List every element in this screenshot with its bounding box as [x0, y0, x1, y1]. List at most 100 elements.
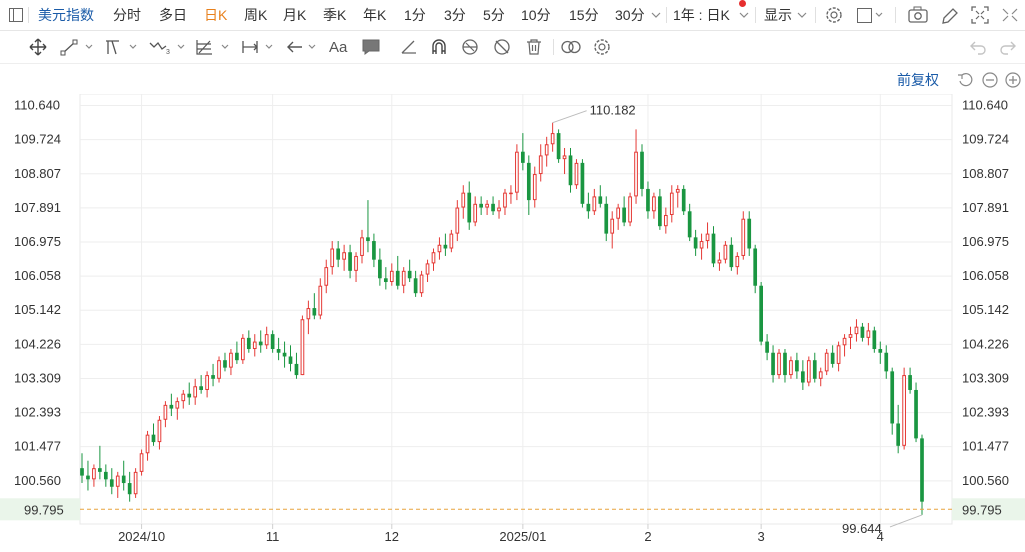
- axis-labels: 110.640 110.640 109.724 109.724 108.807 108.8…: [0, 98, 1025, 544]
- measure-icon[interactable]: [240, 31, 280, 63]
- x-tick-label: 11: [266, 529, 280, 544]
- move-icon[interactable]: [28, 31, 48, 63]
- line-icon[interactable]: [60, 31, 96, 63]
- candle-body: [586, 203, 591, 212]
- period-tab[interactable]: 3分: [444, 7, 466, 23]
- sidebar-icon[interactable]: [8, 0, 24, 30]
- period-tab[interactable]: 15分: [569, 7, 599, 23]
- zoom-out-icon[interactable]: [981, 71, 999, 94]
- candle-body: [336, 248, 341, 260]
- candle-body: [229, 352, 233, 368]
- redo-icon[interactable]: [998, 31, 1018, 63]
- candle-body: [729, 244, 734, 268]
- y-tick-label: 103.309: [14, 370, 61, 385]
- x-tick-label: 2025/01: [499, 529, 546, 544]
- candle-body: [795, 360, 799, 372]
- candlestick-chart[interactable]: 110.640 110.640 109.724 109.724 108.807 108.8…: [0, 94, 1025, 552]
- wave-icon[interactable]: 3: [148, 31, 188, 63]
- period-tab[interactable]: 月K: [283, 7, 307, 23]
- pencil-icon[interactable]: [939, 0, 959, 30]
- display-menu[interactable]: 显示: [764, 7, 792, 23]
- magnet-icon[interactable]: [429, 31, 449, 63]
- period-tab[interactable]: 30分: [615, 7, 645, 23]
- period-tab[interactable]: 10分: [521, 7, 551, 23]
- comment-icon[interactable]: [361, 31, 381, 63]
- candle-body: [747, 218, 752, 249]
- candle-body: [914, 389, 918, 439]
- period-tab-active[interactable]: 日K: [204, 7, 228, 23]
- candle-body: [550, 133, 555, 145]
- candle-body: [121, 475, 126, 484]
- candle-body: [610, 218, 615, 234]
- period-tab[interactable]: 分时: [113, 7, 141, 23]
- y-tick-label: 105.142: [962, 302, 1009, 317]
- candle-body: [818, 371, 823, 379]
- gear-icon[interactable]: [592, 31, 612, 63]
- plot-frame: [79, 94, 953, 525]
- y-tick-label: 104.226: [14, 336, 61, 351]
- y-tick-label: 106.058: [962, 268, 1009, 283]
- x-tick-label: 4: [877, 529, 884, 544]
- candle-body: [878, 349, 883, 353]
- candle-body: [264, 334, 269, 346]
- candle-body: [628, 196, 632, 223]
- candle-body: [848, 334, 853, 338]
- trash-icon[interactable]: [524, 31, 544, 63]
- polyline-icon[interactable]: [104, 31, 140, 63]
- candle-body: [342, 252, 346, 260]
- period-tab[interactable]: 5分: [483, 7, 505, 23]
- period-tab[interactable]: 1分: [404, 7, 426, 23]
- undo-icon[interactable]: [968, 31, 988, 63]
- symbol-name[interactable]: 美元指数: [38, 7, 94, 23]
- hide-icon[interactable]: [492, 31, 512, 63]
- high-price-label: 110.182: [590, 103, 636, 118]
- candle-body: [235, 352, 239, 361]
- y-tick-label: 105.142: [14, 302, 61, 317]
- adjust-mode-label[interactable]: 前复权: [897, 72, 939, 88]
- period-tab[interactable]: 多日: [159, 7, 187, 23]
- chevron-down-icon[interactable]: [797, 0, 807, 30]
- zoom-in-icon[interactable]: [1004, 71, 1022, 94]
- range-select[interactable]: 1年 : 日K: [673, 7, 730, 23]
- reset-icon[interactable]: [957, 71, 975, 94]
- notification-dot: [739, 0, 746, 7]
- arrow-icon[interactable]: [285, 31, 321, 63]
- candle-body: [675, 188, 680, 193]
- period-tab[interactable]: 周K: [244, 7, 268, 23]
- candle-body: [467, 192, 472, 223]
- link-icon[interactable]: [560, 31, 582, 63]
- chevron-down-icon[interactable]: [739, 0, 749, 30]
- fib-icon[interactable]: [194, 31, 234, 63]
- candle-body: [372, 241, 376, 260]
- low-price-label: 99.644: [842, 521, 882, 536]
- y-tick-label: 109.724: [962, 132, 1009, 147]
- fullscreen-icon[interactable]: [970, 0, 990, 30]
- candle-body: [717, 259, 722, 264]
- top-toolbar: 美元指数 分时 多日 日K 周K 月K 季K 年K 1分 3分 5分 10分 1…: [0, 0, 1025, 31]
- ruler-icon[interactable]: [399, 31, 419, 63]
- lock-icon[interactable]: [460, 31, 480, 63]
- svg-text:3: 3: [166, 49, 170, 56]
- y-tick-label: 100.560: [962, 473, 1009, 488]
- period-tab[interactable]: 年K: [363, 7, 387, 23]
- y-tick-label: 104.226: [962, 336, 1009, 351]
- camera-icon[interactable]: [907, 0, 929, 30]
- candle-body: [401, 270, 406, 286]
- y-tick-label: 107.891: [962, 200, 1009, 215]
- text-tool[interactable]: Aa: [329, 38, 348, 56]
- square-icon[interactable]: [856, 0, 884, 30]
- candle-body: [759, 285, 763, 342]
- y-tick-label: 102.393: [962, 405, 1009, 420]
- candle-body: [115, 475, 120, 487]
- candle-body: [211, 375, 215, 379]
- chevron-down-icon[interactable]: [651, 0, 661, 30]
- period-tab[interactable]: 季K: [323, 7, 347, 23]
- candle-body: [896, 423, 901, 446]
- candle-body: [360, 237, 364, 256]
- low-leader-line: [889, 514, 923, 528]
- fullscreen-icon[interactable]: [1000, 0, 1020, 30]
- candle-body: [532, 174, 537, 201]
- candle-body: [443, 244, 448, 249]
- settings-icon[interactable]: [824, 0, 844, 30]
- candle-body: [92, 468, 96, 480]
